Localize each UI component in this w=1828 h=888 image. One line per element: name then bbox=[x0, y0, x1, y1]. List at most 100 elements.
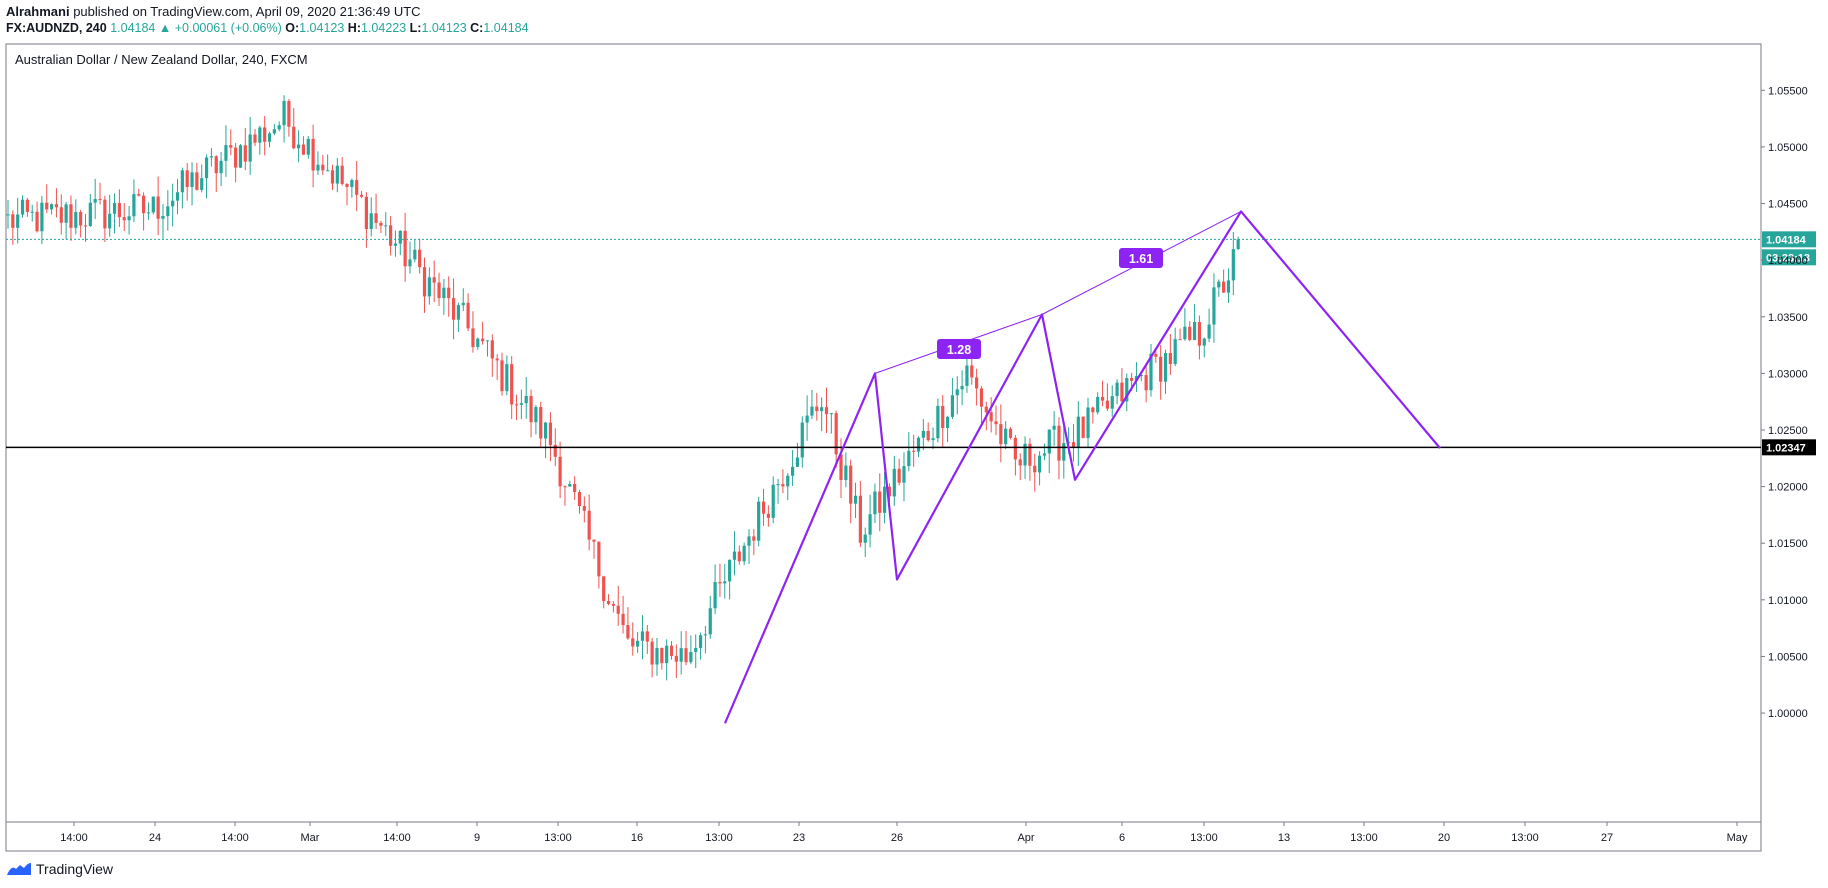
brand-label: TradingView bbox=[36, 861, 114, 877]
candle-bearish bbox=[611, 603, 615, 606]
candle-bullish bbox=[955, 389, 959, 396]
candle-bearish bbox=[98, 199, 102, 201]
candle-bearish bbox=[1081, 416, 1085, 439]
candle-bearish bbox=[1222, 281, 1226, 293]
candle-bearish bbox=[752, 536, 756, 541]
candle-bullish bbox=[519, 403, 523, 405]
price-axis[interactable]: 1.05500 1.05000 1.04500 1.04000 1.03500 1.030… bbox=[1761, 85, 1808, 720]
author-name[interactable]: Alrahmani bbox=[6, 4, 70, 19]
last-price-axis-label: 1.04184 bbox=[1762, 231, 1816, 248]
candle-bearish bbox=[122, 217, 126, 221]
candle-bullish bbox=[1086, 407, 1090, 439]
candle-bearish bbox=[403, 230, 407, 267]
candle-bullish bbox=[384, 225, 388, 227]
candle-bullish bbox=[636, 640, 640, 647]
time-tick-label: 14:00 bbox=[60, 832, 88, 844]
candle-bearish bbox=[897, 468, 901, 483]
hline-axis-label: 1.02347 bbox=[1762, 439, 1816, 456]
candle-bearish bbox=[59, 207, 63, 223]
candle-bearish bbox=[1197, 322, 1202, 346]
candle-bearish bbox=[234, 147, 238, 168]
candle-bullish bbox=[810, 406, 814, 416]
candle-bearish bbox=[1013, 437, 1017, 460]
time-tick-label: 23 bbox=[793, 832, 805, 844]
candle-bearish bbox=[558, 456, 562, 487]
candle-bearish bbox=[292, 126, 296, 149]
footer-brand[interactable]: TradingView bbox=[6, 860, 113, 878]
candle-bullish bbox=[1173, 339, 1177, 364]
candle-bearish bbox=[1154, 353, 1158, 357]
abcd-pattern-line[interactable] bbox=[723, 210, 1441, 724]
ratio-badge-bg bbox=[1119, 248, 1163, 268]
candle-bullish bbox=[200, 178, 204, 190]
candle-bullish bbox=[742, 545, 746, 562]
candle-bearish bbox=[185, 170, 189, 187]
candle-bearish bbox=[606, 601, 611, 604]
candle-bearish bbox=[1130, 378, 1134, 381]
candle-bearish bbox=[437, 282, 441, 299]
candle-bearish bbox=[1008, 428, 1013, 438]
candle-bearish bbox=[1120, 382, 1124, 402]
symbol-label: FX:AUDNZD, 240 bbox=[6, 21, 107, 35]
ratio-badge-bg bbox=[937, 339, 981, 359]
candle-bullish bbox=[902, 466, 906, 483]
candle-bullish bbox=[112, 203, 117, 214]
time-tick-label: May bbox=[1727, 832, 1748, 844]
ratio-badge-2[interactable]: 1.61 bbox=[1119, 248, 1163, 268]
candle-bullish bbox=[476, 338, 480, 348]
candle-bullish bbox=[723, 581, 727, 584]
candle-bullish bbox=[805, 415, 809, 423]
candle-bullish bbox=[127, 216, 131, 221]
candle-bullish bbox=[413, 249, 417, 260]
candle-bearish bbox=[587, 510, 591, 540]
candle-bullish bbox=[863, 534, 867, 543]
candle-bearish bbox=[761, 501, 766, 514]
candle-bullish bbox=[907, 450, 911, 467]
candle-bullish bbox=[1076, 416, 1080, 448]
candle-bullish bbox=[713, 582, 717, 609]
candle-bearish bbox=[447, 287, 451, 299]
time-tick-label: 14:00 bbox=[383, 832, 411, 844]
time-tick-label: 13:00 bbox=[1350, 832, 1378, 844]
candle-bullish bbox=[209, 156, 214, 158]
candle-bullish bbox=[1052, 425, 1056, 430]
candle-bearish bbox=[25, 199, 29, 212]
time-tick-label: 24 bbox=[149, 832, 161, 844]
candle-bullish bbox=[524, 395, 528, 404]
candle-bullish bbox=[1139, 375, 1143, 377]
candle-bullish bbox=[485, 340, 490, 342]
time-tick-label: 13:00 bbox=[544, 832, 572, 844]
candle-bearish bbox=[287, 101, 291, 127]
candle-bullish bbox=[868, 514, 872, 535]
candle-bullish bbox=[175, 192, 180, 201]
candle-bearish bbox=[999, 424, 1003, 445]
change-value: ▲ +0.00061 (+0.06%) bbox=[158, 21, 282, 35]
candle-bearish bbox=[858, 495, 862, 543]
ratio-badge-label: 1.28 bbox=[947, 343, 971, 357]
axis-label-bg bbox=[1762, 439, 1816, 456]
candle-bearish bbox=[1144, 375, 1148, 391]
candle-bullish bbox=[93, 199, 97, 203]
candle-bullish bbox=[960, 385, 964, 390]
candle-bearish bbox=[510, 364, 514, 405]
candle-bearish bbox=[345, 183, 349, 188]
ratio-badge-1[interactable]: 1.28 bbox=[937, 339, 981, 359]
candle-bullish bbox=[1212, 287, 1216, 325]
price-tick-label: 1.05500 bbox=[1768, 85, 1808, 97]
price-tick-label: 1.02000 bbox=[1768, 482, 1808, 494]
time-tick-label: 9 bbox=[474, 832, 480, 844]
time-tick-label: 6 bbox=[1119, 832, 1125, 844]
candle-bullish bbox=[393, 243, 398, 246]
candle-bearish bbox=[979, 388, 984, 407]
tradingview-logo-icon bbox=[7, 863, 31, 875]
time-axis[interactable]: 14:00 24 14:00 Mar 14:00 9 13:00 16 13:00 23 26 Apr… bbox=[60, 822, 1748, 844]
candle-bullish bbox=[108, 213, 112, 229]
price-tick-label: 1.01500 bbox=[1768, 538, 1808, 550]
candle-bearish bbox=[660, 648, 664, 664]
candle-bearish bbox=[495, 358, 499, 361]
candle-bearish bbox=[340, 165, 344, 184]
price-tick-label: 1.03000 bbox=[1768, 368, 1808, 380]
candle-bearish bbox=[214, 156, 218, 174]
candle-bearish bbox=[422, 267, 427, 297]
